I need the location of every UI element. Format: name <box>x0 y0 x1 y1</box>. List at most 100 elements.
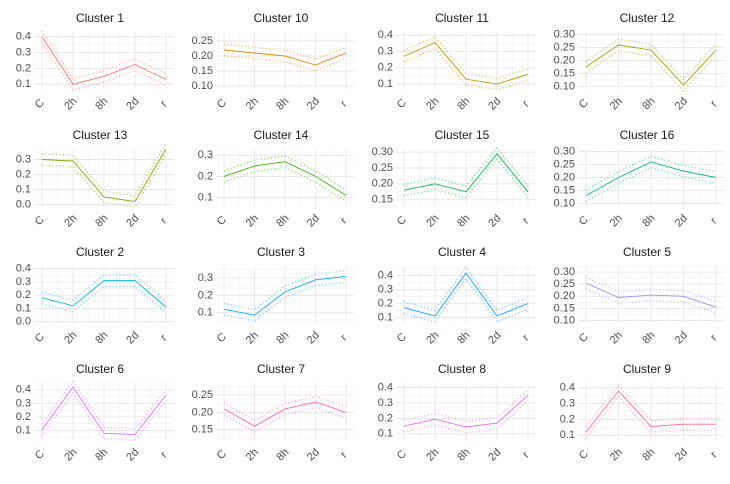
y-tick-label: 0.2 <box>16 62 31 74</box>
y-tick-label: 0.2 <box>378 297 393 309</box>
x-tick-label: r <box>520 449 531 460</box>
y-tick-label: 0.1 <box>378 311 393 323</box>
x-tick-label: 2h <box>62 212 79 229</box>
x-tick-label: 8h <box>455 446 472 463</box>
confidence-band <box>585 287 717 314</box>
x-tick-label: C <box>395 97 409 111</box>
y-tick-label: 0.15 <box>192 65 213 77</box>
x-tick-label: r <box>338 332 349 343</box>
x-tick-label: 2h <box>424 446 441 463</box>
x-tick-label: 8h <box>93 95 110 112</box>
y-tick-label: 0.10 <box>192 80 213 92</box>
y-tick-label: 0.0 <box>16 316 31 328</box>
y-tick-label: 0.2 <box>560 413 575 425</box>
x-tick-label: C <box>215 448 229 462</box>
confidence-band <box>41 154 167 209</box>
y-tick-label: 0.3 <box>16 276 31 288</box>
confidence-band <box>41 274 167 303</box>
x-tick-label: 8h <box>640 95 657 112</box>
x-tick-label: C <box>577 214 591 228</box>
y-tick-label: 0.3 <box>378 45 393 57</box>
series-line <box>41 280 167 308</box>
confidence-band <box>585 166 717 202</box>
panel-cluster-13: Cluster 13 0.0 0.1 0.2 0.3 C 2h 8h 2d r <box>16 128 174 229</box>
confidence-band <box>403 277 529 323</box>
panel-cluster-2: Cluster 2 0.0 0.10.20.30.4 C 2h 8h 2d r <box>16 245 174 346</box>
x-tick-label: 2h <box>244 212 261 229</box>
y-tick-label: 0.1 <box>378 428 393 440</box>
y-tick-label: 0.2 <box>378 412 393 424</box>
series-line <box>223 161 347 196</box>
y-tick-label: 0.4 <box>378 382 393 394</box>
x-tick-label: 8h <box>93 446 110 463</box>
y-tick-label: 0.10 <box>554 197 575 209</box>
y-tick-label: 0.3 <box>16 46 31 58</box>
x-tick-label: C <box>215 331 229 345</box>
y-tick-label: 0.1 <box>16 78 31 90</box>
x-tick-label: r <box>158 332 169 343</box>
y-tick-label: 0.15 <box>192 424 213 436</box>
y-tick-label: 0.30 <box>554 266 575 278</box>
x-tick-label: 2d <box>305 95 322 112</box>
x-tick-label: 8h <box>455 212 472 229</box>
x-tick-label: 2d <box>486 446 503 463</box>
x-tick-label: 8h <box>455 95 472 112</box>
x-tick-label: 2d <box>124 95 141 112</box>
panel-cluster-16: Cluster 16 0.100.150.200.250.30 C 2h 8h 2d r <box>554 128 724 229</box>
y-tick-label: 0.3 <box>378 397 393 409</box>
y-tick-label: 0.30 <box>554 28 575 40</box>
x-tick-label: 2h <box>424 212 441 229</box>
confidence-band <box>41 391 167 442</box>
panel-cluster-9: Cluster 9 0.1 0.2 0.3 0.4 C 2h 8h 2d r <box>560 362 724 463</box>
x-tick-label: 2d <box>673 212 690 229</box>
series-line <box>585 390 716 433</box>
confidence-band <box>41 42 167 91</box>
panel-cluster-7: Cluster 7 0.15 0.20 0.25 C 2h 8h 2d r <box>192 362 354 463</box>
panel-title: Cluster 6 <box>76 362 124 376</box>
y-tick-label: 0.2 <box>198 289 213 301</box>
y-tick-label: 0.10 <box>554 80 575 92</box>
panel-cluster-12: Cluster 12 0.100.150.200.250.30 C 2h 8h 2d r <box>554 11 724 112</box>
series-line <box>41 386 167 436</box>
panel-title: Cluster 15 <box>435 128 490 142</box>
panel-cluster-3: Cluster 3 0.1 0.2 0.3 C 2h 8h 2d r <box>198 245 354 346</box>
x-tick-label: 2d <box>124 446 141 463</box>
panel-title: Cluster 11 <box>435 11 489 25</box>
y-tick-label: 0.20 <box>554 171 575 183</box>
confidence-band <box>223 406 347 433</box>
x-tick-label: 8h <box>274 95 291 112</box>
y-tick-label: 0.2 <box>16 168 31 180</box>
series-line <box>403 272 529 317</box>
x-tick-label: 2d <box>305 446 322 463</box>
y-tick-label: 0.2 <box>16 411 31 423</box>
y-tick-label: 0.30 <box>372 146 393 158</box>
y-tick-label: 0.25 <box>554 41 575 53</box>
y-tick-label: 0.20 <box>554 290 575 302</box>
confidence-band <box>223 395 347 422</box>
x-tick-label: r <box>520 215 531 226</box>
x-tick-label: 2h <box>608 95 625 112</box>
y-tick-label: 0.10 <box>554 314 575 326</box>
y-tick-label: 0.25 <box>554 158 575 170</box>
x-tick-label: 2d <box>486 329 503 346</box>
x-tick-label: r <box>338 98 349 109</box>
x-tick-label: 2d <box>124 212 141 229</box>
y-tick-label: 0.2 <box>198 170 213 182</box>
confidence-band <box>41 285 167 314</box>
x-tick-label: r <box>708 215 719 226</box>
y-tick-label: 0.4 <box>16 263 31 275</box>
x-tick-label: r <box>158 215 169 226</box>
x-tick-label: C <box>577 331 591 345</box>
y-tick-label: 0.20 <box>192 406 213 418</box>
x-tick-label: 8h <box>274 212 291 229</box>
confidence-band <box>585 276 717 303</box>
x-tick-label: 8h <box>640 212 657 229</box>
panel-title: Cluster 3 <box>257 245 305 259</box>
panel-title: Cluster 13 <box>73 128 128 142</box>
panel-title: Cluster 8 <box>438 362 486 376</box>
x-tick-label: 8h <box>274 446 291 463</box>
x-tick-label: C <box>577 97 591 111</box>
x-tick-label: r <box>708 449 719 460</box>
panel-title: Cluster 4 <box>438 245 486 259</box>
